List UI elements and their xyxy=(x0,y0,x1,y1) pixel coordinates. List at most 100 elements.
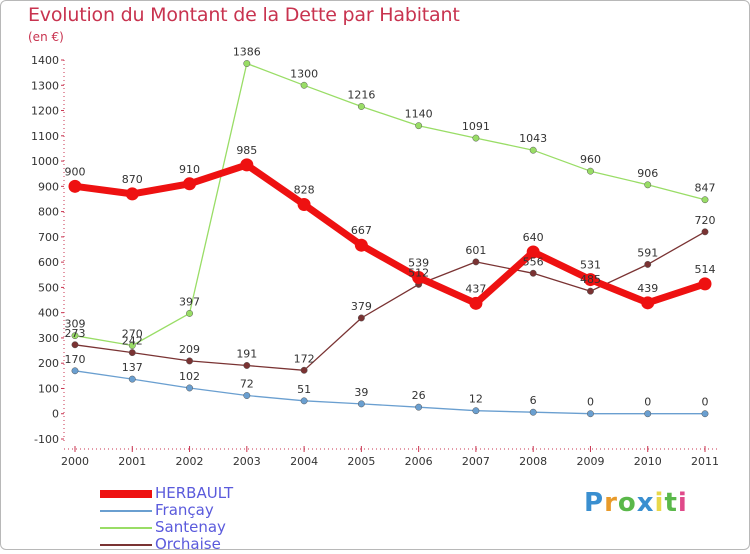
data-point xyxy=(472,134,480,142)
data-label: 191 xyxy=(236,347,257,360)
data-label: 0 xyxy=(702,396,709,409)
legend-label: Françay xyxy=(155,501,214,519)
data-label: 51 xyxy=(297,383,311,396)
legend-swatch xyxy=(100,544,152,546)
data-label: 906 xyxy=(637,167,658,180)
data-point xyxy=(357,400,365,408)
data-point xyxy=(186,384,193,392)
data-label: 828 xyxy=(294,184,315,197)
series-line xyxy=(74,370,706,415)
data-point xyxy=(472,407,480,415)
data-point xyxy=(701,196,709,204)
y-tick-label: -100 xyxy=(34,433,59,446)
y-tick-label: 100 xyxy=(38,382,59,395)
data-point xyxy=(587,287,594,295)
data-label: 72 xyxy=(240,378,254,391)
data-label: 601 xyxy=(465,244,486,257)
data-label: 39 xyxy=(354,386,368,399)
data-label: 900 xyxy=(65,165,86,178)
data-point xyxy=(701,228,709,236)
x-tick-label: 2009 xyxy=(576,455,604,468)
series-line xyxy=(74,231,706,371)
x-tick-label: 2000 xyxy=(61,455,89,468)
y-tick-label: 1100 xyxy=(31,130,59,143)
data-label: 309 xyxy=(65,318,86,331)
data-label: 0 xyxy=(644,396,651,409)
data-point xyxy=(71,332,79,340)
data-point xyxy=(412,271,426,285)
x-tick-label: 2005 xyxy=(347,455,375,468)
data-label: 1300 xyxy=(290,67,318,80)
data-point xyxy=(186,309,193,317)
data-label: 539 xyxy=(408,257,429,270)
data-label: 209 xyxy=(179,343,200,356)
y-tick-label: 1200 xyxy=(31,105,59,118)
x-tick-label: 2006 xyxy=(405,455,433,468)
data-label: 170 xyxy=(65,353,86,366)
data-point xyxy=(644,181,652,189)
series-orchaise xyxy=(71,228,709,374)
x-tick-label: 2003 xyxy=(233,455,261,468)
data-point xyxy=(526,245,540,259)
data-label: 847 xyxy=(695,182,716,195)
data-point xyxy=(125,187,139,201)
data-point xyxy=(357,103,365,110)
data-point xyxy=(415,122,423,130)
data-point xyxy=(587,167,594,175)
series-herbault xyxy=(68,158,712,310)
y-tick-label: 1300 xyxy=(31,79,59,92)
data-point xyxy=(583,273,597,287)
y-tick-label: 0 xyxy=(52,408,59,421)
data-point xyxy=(71,341,79,349)
data-label: 0 xyxy=(587,396,594,409)
data-label: 514 xyxy=(695,263,716,276)
x-tick-label: 2007 xyxy=(462,455,490,468)
x-tick-label: 2001 xyxy=(118,455,146,468)
series-line xyxy=(71,161,709,307)
data-label: 667 xyxy=(351,224,372,237)
data-label: 172 xyxy=(294,352,315,365)
legend-swatch xyxy=(100,490,152,498)
data-label: 531 xyxy=(580,259,601,272)
data-label: 556 xyxy=(523,255,544,268)
data-label: 1091 xyxy=(462,120,490,133)
data-label: 439 xyxy=(637,282,658,295)
data-label: 910 xyxy=(179,163,200,176)
data-label: 437 xyxy=(465,282,486,295)
data-label: 397 xyxy=(179,295,200,308)
proxiti-logo: Proxiti xyxy=(584,488,688,518)
y-tick-label: 500 xyxy=(38,281,59,294)
data-label: 985 xyxy=(236,144,257,157)
data-label: 379 xyxy=(351,300,372,313)
legend-swatch xyxy=(100,527,152,529)
data-point xyxy=(128,349,136,357)
data-label: 1140 xyxy=(405,108,433,121)
chart-subtitle: (en €) xyxy=(28,30,64,44)
data-point xyxy=(472,258,480,266)
data-labels-layer: 170 137 102 72 51 39 26 12 6 0 0 0 309 270 397 1386 1300… xyxy=(65,46,716,409)
data-label: 591 xyxy=(637,246,658,259)
data-point xyxy=(68,179,82,193)
data-point xyxy=(243,60,251,67)
x-tick-label: 2008 xyxy=(519,455,547,468)
data-point xyxy=(128,375,136,383)
legend-label: Orchaise xyxy=(155,535,221,553)
y-tick-label: 400 xyxy=(38,307,59,320)
data-label: 273 xyxy=(65,327,86,340)
data-point xyxy=(529,269,537,277)
data-point xyxy=(644,410,652,418)
y-tick-label: 300 xyxy=(38,332,59,345)
legend-swatch xyxy=(100,510,152,512)
x-tick-labels: 2000 2001 2002 2003 2004 2005 2006 2007 2008 2009… xyxy=(61,446,719,468)
data-point xyxy=(243,362,251,369)
data-label: 870 xyxy=(122,173,143,186)
legend-label: HERBAULT xyxy=(155,484,234,502)
y-tick-label: 200 xyxy=(38,357,59,370)
y-tick-label: 800 xyxy=(38,206,59,219)
data-label: 270 xyxy=(122,328,143,341)
series-layer xyxy=(68,60,712,418)
data-label: 1043 xyxy=(519,132,547,145)
data-label: 102 xyxy=(179,370,200,383)
data-point xyxy=(300,81,308,89)
data-point xyxy=(240,158,254,172)
